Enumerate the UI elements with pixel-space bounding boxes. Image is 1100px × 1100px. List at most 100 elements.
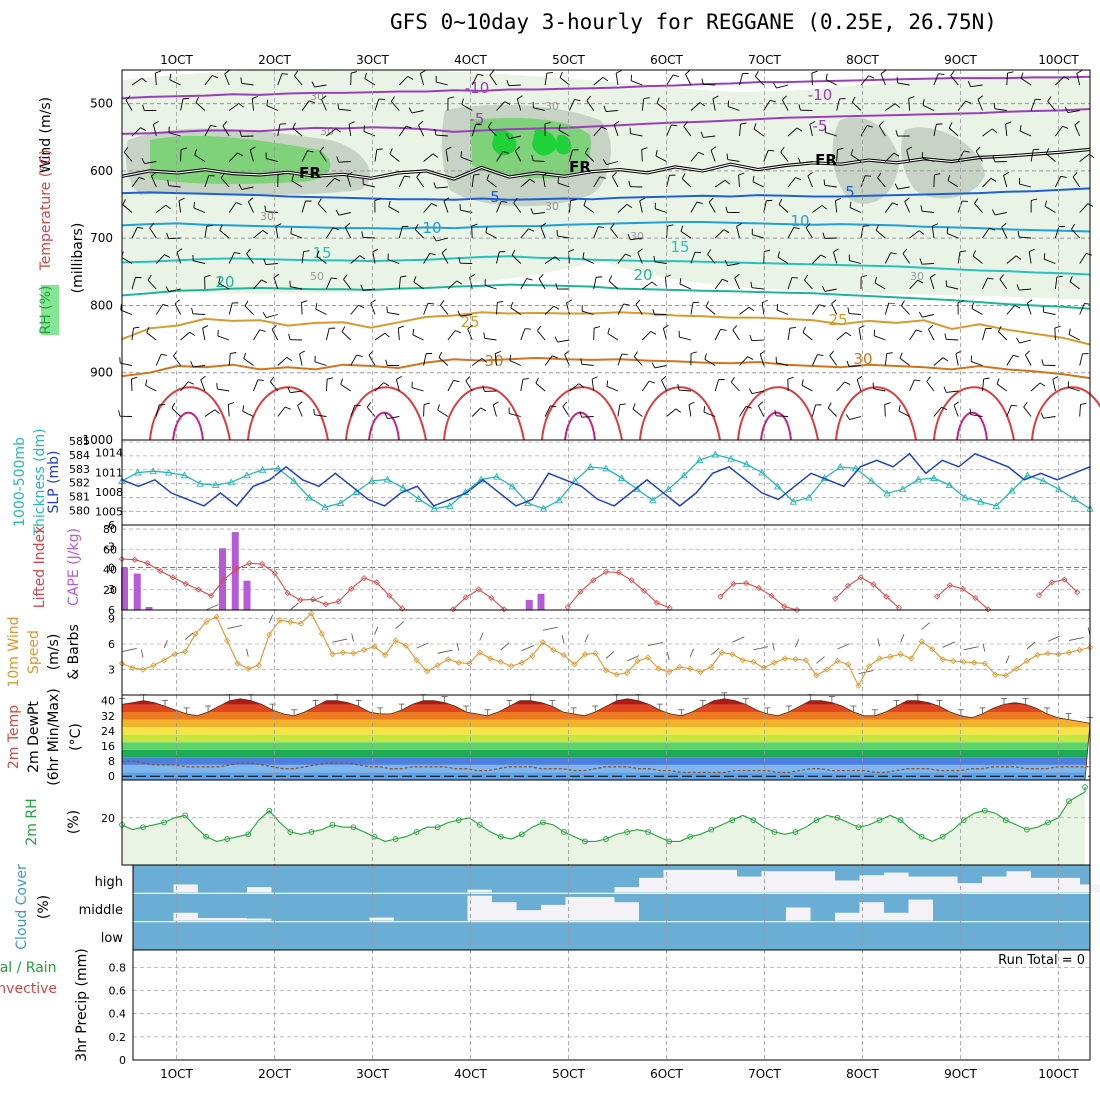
wind-barb — [121, 257, 133, 264]
wind-barb-flag — [390, 96, 395, 102]
wind-barb — [884, 404, 886, 417]
rh-point — [834, 814, 841, 821]
wind-barb — [679, 283, 692, 290]
wind-tick-label: 3 — [108, 664, 115, 677]
temp-tick-label: 40 — [101, 695, 115, 708]
wind-barb — [1052, 379, 1056, 392]
thickness-point — [680, 471, 688, 479]
wind-barb-flag — [846, 360, 850, 367]
surface-wind-barb — [140, 649, 144, 658]
rh-point — [203, 833, 210, 840]
wind-barb — [131, 177, 140, 188]
wind-barb — [155, 254, 165, 264]
wind-barb-flag — [608, 275, 613, 282]
wind-barb-flag — [535, 377, 539, 384]
wind-barb — [423, 253, 431, 264]
lifted-index-point — [309, 596, 317, 603]
wind-barb — [714, 379, 720, 392]
x-tick-top-label: 9OCT — [944, 53, 977, 67]
wind-barb — [204, 75, 213, 86]
wind-speed-point — [1013, 665, 1020, 672]
wind-speed-point — [413, 657, 420, 664]
wind-barb-flag — [344, 222, 350, 228]
wind-barb-flag — [483, 332, 486, 339]
thickness-point — [1039, 476, 1047, 484]
wind-barb — [730, 381, 740, 392]
wind-barb — [641, 380, 650, 392]
wind-speed-point — [529, 652, 536, 659]
wind-barb — [326, 177, 335, 188]
thickness-point — [399, 483, 407, 491]
wind-barb-flag — [651, 362, 656, 369]
rh-contour-label: 30 — [630, 230, 644, 243]
wind-barb-flag — [863, 225, 870, 227]
wind-barb-flag — [408, 107, 413, 114]
wind-barb — [755, 76, 765, 86]
wind-barb-flag — [877, 172, 882, 179]
wind-barb-flag — [250, 146, 256, 151]
wind-speed-point — [781, 655, 788, 662]
y-axis-label: Thickness (dm) — [32, 428, 48, 536]
wind-barb-flag — [266, 99, 269, 106]
wind-speed-point — [623, 669, 631, 676]
isotherm-label: 20 — [215, 273, 234, 291]
surface-wind-barb — [942, 641, 955, 648]
surface-wind-barb — [437, 649, 453, 654]
wind-speed-point — [613, 671, 620, 678]
wind-barb-flag — [698, 151, 705, 156]
wind-barb-flag — [613, 120, 620, 126]
wind-barb-flag — [898, 405, 901, 412]
temp-tick-label: 24 — [101, 725, 115, 738]
wind-barb-flag — [238, 183, 243, 190]
wind-barb-flag — [383, 382, 390, 387]
wind-barb-flag — [473, 173, 480, 176]
y-axis-label: Convective — [0, 981, 57, 997]
wind-barb-flag — [866, 125, 873, 128]
wind-barb-flag — [433, 182, 437, 189]
wind-barb — [419, 73, 425, 86]
wind-barb — [875, 229, 886, 239]
wind-barb-flag — [1084, 303, 1091, 305]
wind-speed-point — [918, 638, 925, 645]
wind-barb-flag — [200, 375, 206, 381]
wind-barb — [851, 101, 862, 111]
wind-barb-flag — [679, 278, 682, 285]
lifted-index-point — [615, 569, 622, 576]
surface-wind-barb — [794, 639, 800, 648]
wind-barb-flag — [639, 197, 646, 202]
lifted-index-point — [259, 560, 266, 568]
wind-speed-point — [655, 665, 662, 672]
wind-barb — [193, 207, 206, 213]
wind-barb — [710, 150, 716, 162]
wind-barb — [291, 180, 303, 188]
wind-barb — [440, 304, 449, 315]
slp-line — [121, 452, 1091, 507]
thickness-point — [742, 460, 751, 468]
wind-barb — [204, 409, 216, 417]
rh-point — [161, 819, 167, 826]
wind-barb — [273, 277, 279, 290]
wind-barb — [849, 260, 862, 264]
wind-barb-flag — [825, 73, 828, 80]
lifted-index-tick-label: 0 — [108, 562, 115, 575]
wind-barb-flag — [273, 273, 280, 279]
wind-barb-flag — [1052, 376, 1059, 380]
wind-barb — [1019, 288, 1032, 291]
wind-barb-flag — [990, 178, 997, 182]
rh-point — [729, 817, 736, 823]
wind-barb-flag — [926, 376, 931, 382]
wind-barb — [346, 175, 352, 188]
wind-barb — [414, 229, 424, 239]
wind-speed-point — [960, 658, 967, 665]
x-tick-bottom-label: 10OCT — [1038, 1067, 1079, 1081]
wind-barb-flag — [287, 387, 291, 393]
wind-speed-point — [739, 657, 746, 664]
wind-speed-point — [676, 663, 683, 671]
wind-barb-flag — [385, 359, 388, 366]
surface-wind-barb — [521, 645, 535, 652]
wind-barb — [833, 251, 838, 264]
wind-barb — [338, 212, 351, 216]
wind-barb — [418, 124, 425, 137]
wind-barb-flag — [700, 131, 704, 138]
